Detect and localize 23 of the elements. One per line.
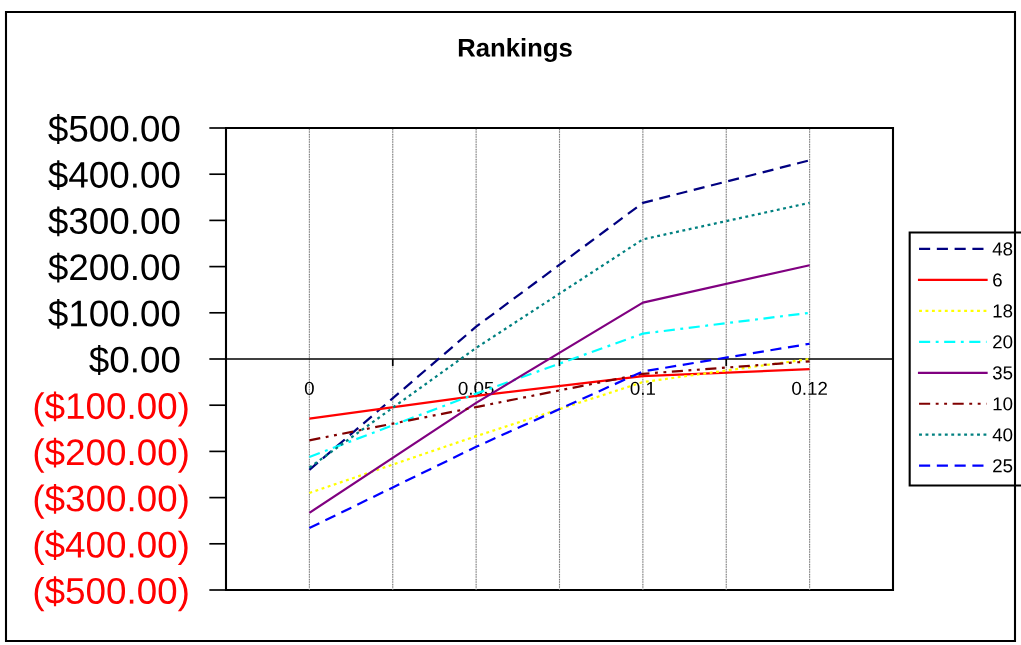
- legend-label: 18: [993, 304, 1013, 318]
- x-tick-label: 0.12: [792, 381, 827, 395]
- legend-label: 48: [992, 242, 1013, 256]
- y-tick-label: $300.00: [48, 206, 180, 237]
- y-tick-label: $200.00: [48, 252, 180, 283]
- y-tick-label: ($500.00): [34, 576, 188, 612]
- chart-title: Rankings: [458, 37, 572, 63]
- y-tick-label: ($100.00): [34, 391, 188, 427]
- legend-label: 35: [992, 366, 1013, 380]
- legend-label: 10: [993, 397, 1013, 411]
- x-tick-label: 0.1: [630, 381, 655, 395]
- y-tick-label: $500.00: [48, 114, 180, 144]
- legend-label: 20: [993, 335, 1013, 349]
- y-tick-label: $0.00: [89, 345, 180, 375]
- y-tick-label: $100.00: [48, 298, 180, 329]
- y-tick-label: $400.00: [48, 160, 180, 191]
- legend-label: 40: [992, 428, 1013, 442]
- x-tick-label: 0: [304, 381, 314, 395]
- legend-label: 25: [993, 459, 1013, 473]
- y-tick-label: ($300.00): [34, 483, 188, 519]
- legend-label: 6: [993, 273, 1002, 287]
- y-tick-label: ($200.00): [34, 437, 188, 473]
- y-tick-label: ($400.00): [34, 530, 188, 566]
